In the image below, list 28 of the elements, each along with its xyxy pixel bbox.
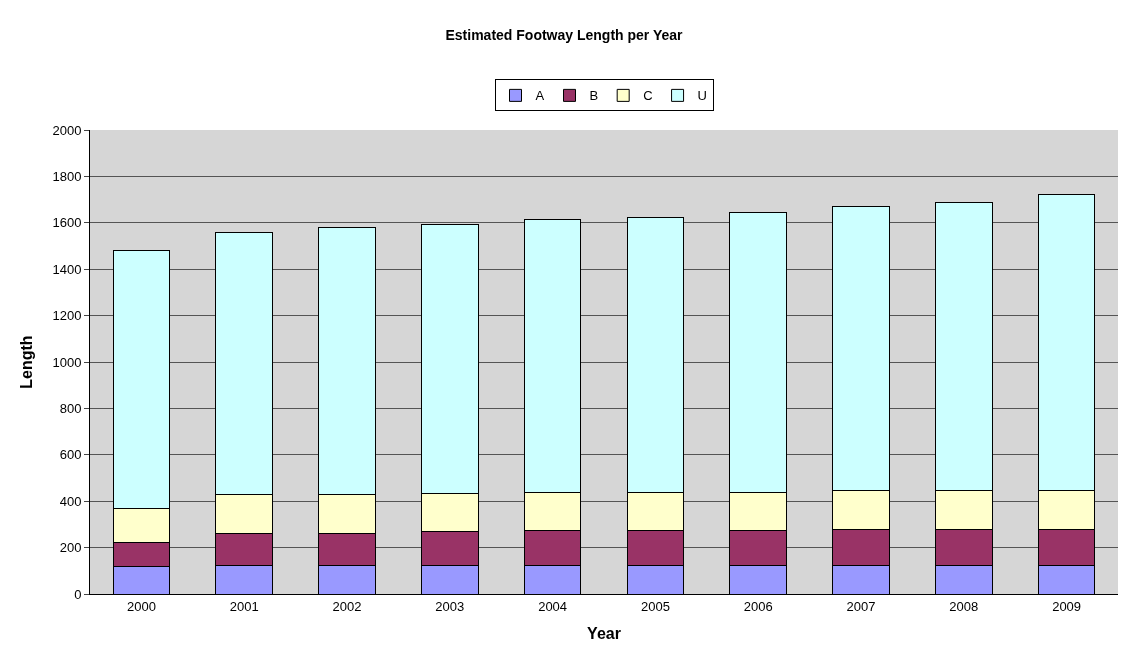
x-tick-label: 2006 <box>743 598 773 614</box>
x-tick-label: 2004 <box>538 598 568 614</box>
y-tick-label: 400 <box>59 493 82 509</box>
x-tick-label: 2002 <box>332 598 362 614</box>
y-tick-label: 600 <box>59 447 82 463</box>
x-tick-label: 2000 <box>126 598 156 614</box>
y-tick-label: 1600 <box>52 215 82 231</box>
x-tick-label: 2009 <box>1052 598 1082 614</box>
legend-label: B <box>589 88 599 104</box>
x-axis-title: Year <box>587 625 621 643</box>
y-tick-label: 1200 <box>52 308 82 324</box>
y-tick-label: 1800 <box>52 168 82 184</box>
y-axis-title: Length <box>18 335 36 389</box>
y-tick-label: 2000 <box>52 122 82 138</box>
x-tick-label: 2003 <box>435 598 465 614</box>
y-tick-label: 1400 <box>52 261 82 277</box>
y-tick-label: 800 <box>59 400 82 416</box>
y-tick-label: 0 <box>74 586 82 602</box>
x-tick-label: 2005 <box>640 598 670 614</box>
legend-label: A <box>535 88 545 104</box>
x-tick-label: 2001 <box>229 598 259 614</box>
legend-label: C <box>643 88 653 104</box>
x-tick-label: 2007 <box>846 598 876 614</box>
y-tick-label: 200 <box>59 540 82 556</box>
legend-label: U <box>697 88 707 104</box>
x-tick-label: 2008 <box>949 598 979 614</box>
y-tick-label: 1000 <box>52 354 82 370</box>
chart-title: Estimated Footway Length per Year <box>445 26 684 43</box>
